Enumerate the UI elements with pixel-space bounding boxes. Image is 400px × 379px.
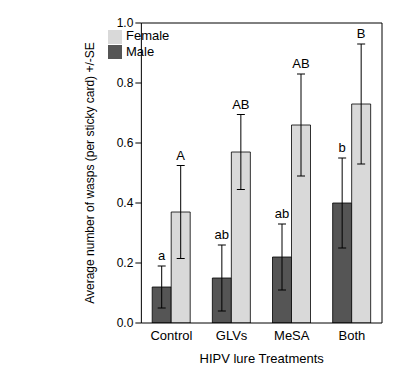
svg-text:GLVs: GLVs <box>216 328 248 343</box>
svg-text:A: A <box>176 148 185 163</box>
svg-text:AB: AB <box>232 97 249 112</box>
svg-text:0.4: 0.4 <box>117 196 134 210</box>
html-text:Female: Female <box>126 28 170 43</box>
svg-text:0.0: 0.0 <box>117 316 134 330</box>
svg-text:a: a <box>158 248 166 263</box>
svg-text:B: B <box>357 26 366 41</box>
svg-text:ab: ab <box>215 227 229 242</box>
svg-text:1.0: 1.0 <box>117 16 134 30</box>
svg-text:0.8: 0.8 <box>117 76 134 90</box>
svg-text:Average number of wasps (per s: Average number of wasps (per sticky card… <box>83 42 97 304</box>
svg-text:Both: Both <box>339 328 366 343</box>
svg-text:0.2: 0.2 <box>117 256 134 270</box>
svg-text:HIPV lure Treatments: HIPV lure Treatments <box>200 351 325 366</box>
svg-text:AB: AB <box>292 56 309 71</box>
svg-text:Control: Control <box>150 328 192 343</box>
svg-text:0.6: 0.6 <box>117 136 134 150</box>
svg-text:ab: ab <box>275 206 289 221</box>
svg-text:MeSA: MeSA <box>274 328 310 343</box>
html-text:Male: Male <box>126 43 155 59</box>
svg-text:b: b <box>339 140 346 155</box>
